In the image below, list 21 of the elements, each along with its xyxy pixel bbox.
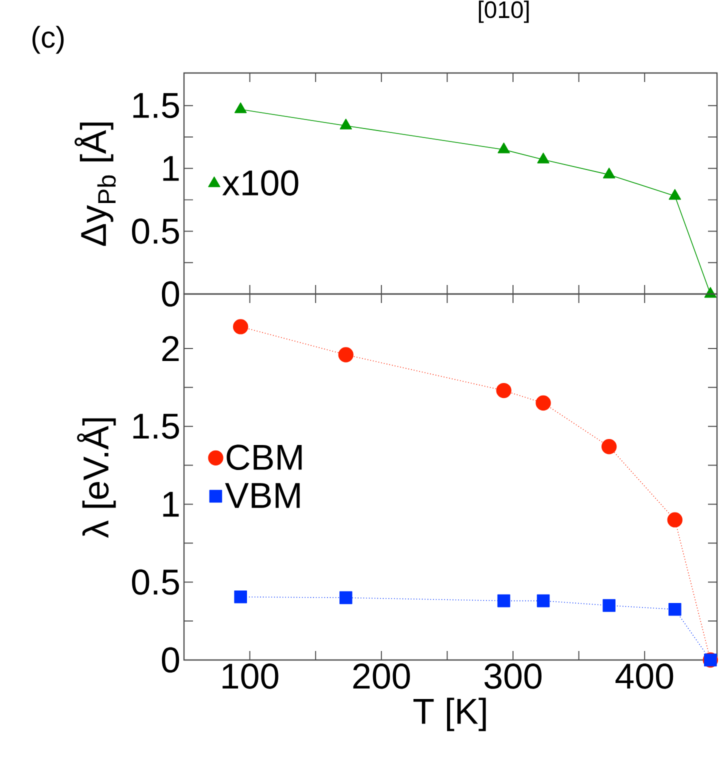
y-tick-label: 2 [162,336,179,362]
x-tick-label: 200 [353,664,410,689]
y-tick-label: 0 [162,281,180,307]
legend-label: x100 [222,170,298,196]
x-axis-title: T [K] [413,698,486,732]
text: (c) [32,26,64,54]
y-axis-title: λ [eV.Å] [77,418,116,538]
chart-title: [010] [478,0,529,23]
x-tick-label: 300 [484,664,542,689]
y-tick-label: 1 [163,492,179,517]
x-tick-label: 100 [222,664,278,689]
y-axis-title: Δy$_{Pb}$ [Å] [74,122,116,246]
y-tick-label: 1.5 [133,414,179,439]
y-tick-label: 1.5 [133,93,179,118]
y-tick-label: 0.5 [132,569,179,595]
y-tick-label: 1 [163,156,179,181]
x-tick-label: 400 [616,664,674,689]
y-tick-label: 0.5 [132,218,179,244]
legend-label: CBM [226,444,302,470]
legend-label: VBM [225,483,300,508]
y-tick-label: 0 [162,647,180,673]
